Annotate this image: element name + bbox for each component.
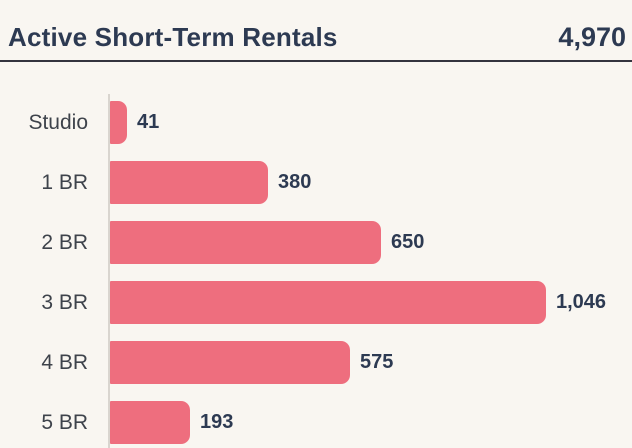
chart-title: Active Short-Term Rentals	[8, 22, 338, 52]
category-label: 2 BR	[41, 230, 88, 254]
value-label: 575	[360, 351, 394, 373]
bar	[110, 161, 268, 204]
bar-track: 380	[110, 161, 311, 204]
chart-row: 3 BR 1,046	[0, 281, 632, 324]
category-label: 3 BR	[41, 290, 88, 314]
bar	[110, 221, 381, 264]
bar	[110, 281, 546, 324]
bar	[110, 401, 190, 444]
chart-row: 2 BR 650	[0, 221, 632, 264]
category-label: Studio	[28, 110, 88, 134]
bar-track: 193	[110, 401, 233, 444]
category-label: 5 BR	[41, 410, 88, 434]
value-label: 193	[200, 411, 234, 433]
value-label: 1,046	[556, 291, 607, 313]
bar	[110, 341, 350, 384]
value-label: 41	[137, 111, 160, 133]
bar-track: 1,046	[110, 281, 606, 324]
bar-track: 650	[110, 221, 424, 264]
total-value: 4,970	[558, 22, 626, 52]
header-divider	[0, 60, 632, 62]
chart-row: 1 BR 380	[0, 161, 632, 204]
bar	[110, 101, 127, 144]
category-label: 1 BR	[41, 170, 88, 194]
chart-rows: Studio 41 1 BR 380 2 BR 650 3 BR 1,046 4 BR 575 5 …	[0, 101, 632, 444]
y-axis-line	[108, 94, 110, 448]
value-label: 380	[278, 171, 312, 193]
chart-header: Active Short-Term Rentals 4,970	[0, 0, 632, 60]
bar-chart: Studio 41 1 BR 380 2 BR 650 3 BR 1,046 4 BR 575 5 …	[0, 62, 632, 448]
category-label: 4 BR	[41, 350, 88, 374]
value-label: 650	[391, 231, 425, 253]
chart-row: 4 BR 575	[0, 341, 632, 384]
bar-track: 41	[110, 101, 159, 144]
bar-track: 575	[110, 341, 393, 384]
chart-row: Studio 41	[0, 101, 632, 144]
chart-row: 5 BR 193	[0, 401, 632, 444]
